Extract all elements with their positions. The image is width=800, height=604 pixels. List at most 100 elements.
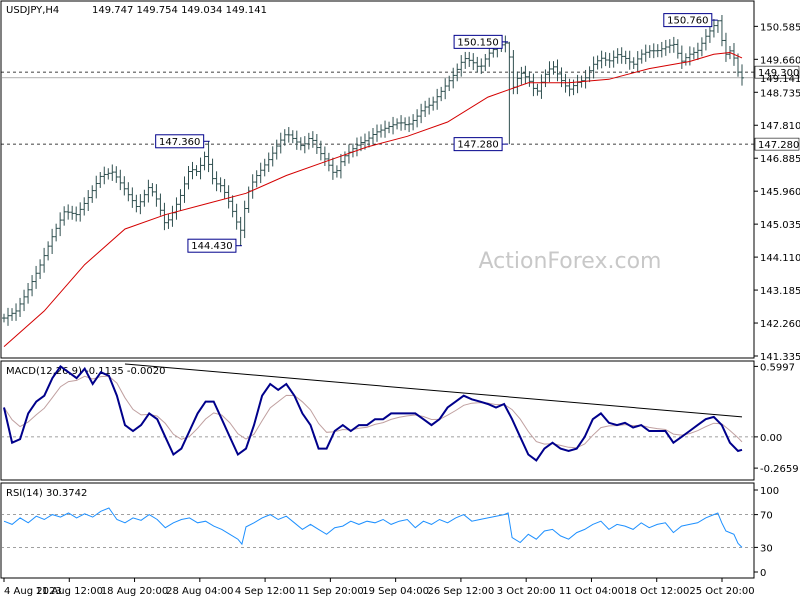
price-bar — [671, 36, 676, 53]
price-bar — [667, 39, 672, 54]
price-bar — [82, 197, 87, 216]
price-bar — [387, 121, 392, 134]
price-bar — [451, 67, 456, 89]
price-bar — [587, 66, 592, 83]
price-bar — [503, 35, 508, 53]
price-bar — [130, 187, 135, 208]
x-tick-label: 25 Oct 20:00 — [689, 586, 754, 597]
price-bar — [278, 132, 283, 154]
price-bar — [98, 172, 103, 188]
price-bar — [50, 228, 55, 254]
price-bar — [258, 162, 263, 184]
price-bar — [699, 37, 704, 57]
price-bar — [110, 164, 115, 181]
price-bar — [194, 165, 199, 177]
price-bar — [226, 185, 231, 209]
price-bar — [607, 52, 612, 68]
price-bar — [150, 183, 155, 197]
x-tick-label: 4 Sep 12:00 — [235, 586, 295, 597]
price-bar — [631, 57, 636, 69]
price-bar — [114, 166, 119, 183]
price-bar — [70, 205, 75, 220]
price-bar — [679, 45, 684, 69]
level-tag-label: 149.300 — [758, 68, 799, 79]
price-bar — [322, 146, 327, 167]
price-bar — [707, 24, 712, 43]
price-bar — [479, 58, 484, 74]
level-tag-box — [754, 65, 800, 79]
price-bar — [146, 179, 151, 203]
price-bar — [294, 130, 299, 150]
price-bar — [174, 197, 179, 220]
callout-label-4: 150.760 — [667, 16, 708, 27]
price-bar — [403, 117, 408, 131]
price-bar — [210, 158, 215, 185]
price-bar — [411, 114, 416, 131]
price-bar — [46, 241, 51, 261]
price-bar — [379, 124, 384, 138]
rsi-pane — [0, 482, 755, 579]
price-bar — [715, 20, 720, 33]
price-bar — [182, 176, 187, 203]
price-bar — [106, 168, 111, 180]
callout-label-0: 147.360 — [159, 137, 200, 148]
x-tick-label: 18 Oct 12:00 — [624, 586, 689, 597]
level-tag-box — [754, 137, 800, 151]
price-bar — [455, 63, 460, 82]
price-bar — [74, 206, 79, 222]
price-bar — [214, 171, 219, 192]
price-bar — [583, 69, 588, 89]
price-bar — [94, 175, 99, 199]
price-bar — [354, 137, 359, 157]
price-bar — [134, 194, 139, 213]
price-bar — [535, 83, 540, 96]
price-bar — [559, 67, 564, 88]
price-tick-label: 149.660 — [760, 55, 800, 66]
price-bar — [651, 43, 656, 59]
price-bar — [254, 170, 259, 188]
callout-label-3: 147.280 — [457, 140, 498, 151]
price-bar — [399, 115, 404, 131]
macd-layer — [1, 363, 754, 462]
price-bar — [419, 103, 424, 124]
price-bar — [142, 189, 147, 207]
macd-trendline — [124, 363, 743, 418]
price-bar — [407, 116, 412, 133]
x-tick-label: 19 Sep 04:00 — [362, 586, 429, 597]
price-layer: 147.360 144.430 150.150 147.280 150.760 — [1, 13, 754, 347]
callout-box-4 — [663, 13, 713, 28]
x-tick-label: 26 Sep 12:00 — [428, 586, 495, 597]
x-tick-label: 4 Aug 2023 — [4, 586, 62, 597]
rsi-line — [3, 507, 743, 548]
watermark: ActionForex.com — [479, 249, 662, 274]
price-bar — [523, 65, 528, 85]
callout-box-0 — [155, 134, 205, 149]
price-bar — [647, 45, 652, 58]
price-bar — [635, 51, 640, 73]
symbol-label: USDJPY,H4 — [6, 5, 59, 16]
price-bar — [371, 127, 375, 145]
price-bar — [683, 53, 688, 66]
price-bar — [740, 64, 744, 86]
price-bar — [723, 32, 728, 62]
price-bar — [218, 177, 223, 193]
price-tick-label: 148.735 — [760, 88, 800, 99]
rsi-title: RSI(14) 30.3742 — [6, 488, 87, 499]
macd-tick-label: -0.2659 — [760, 464, 799, 475]
price-bar — [531, 73, 536, 97]
price-bar — [166, 213, 171, 229]
price-bar — [663, 39, 668, 56]
price-bar — [310, 131, 315, 148]
price-bar — [30, 275, 35, 297]
x-tick-label: 11 Aug 12:00 — [36, 586, 103, 597]
x-tick-label: 3 Oct 20:00 — [497, 586, 556, 597]
macd-line — [3, 364, 743, 462]
price-bar — [90, 185, 95, 203]
price-bar — [551, 61, 556, 75]
ohlc-values: 149.747 149.754 149.034 149.141 — [92, 5, 267, 16]
price-bar — [567, 78, 572, 97]
price-bar — [423, 100, 428, 118]
price-bar — [675, 39, 680, 59]
price-bar — [487, 45, 492, 67]
